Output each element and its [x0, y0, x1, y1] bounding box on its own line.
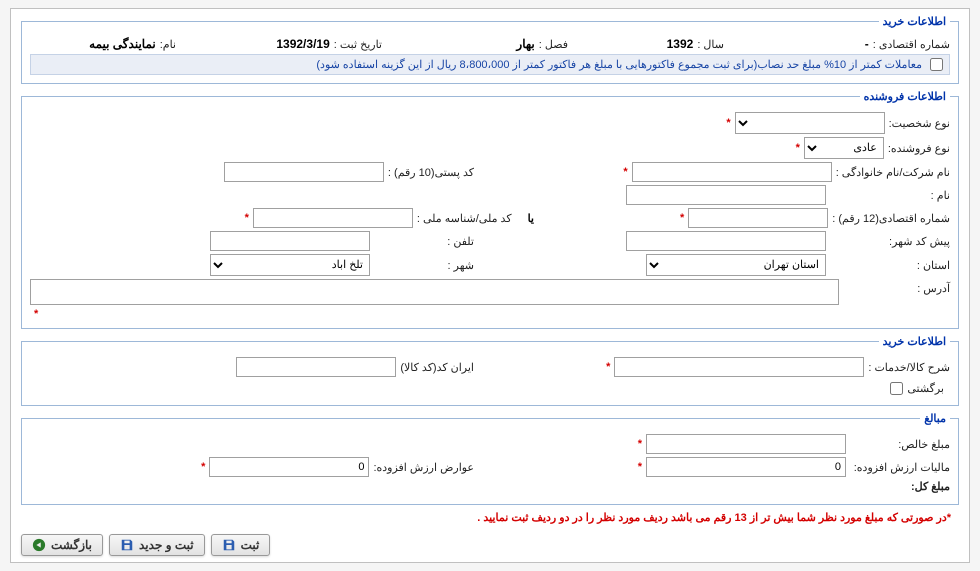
- econ-no-value: -: [865, 37, 869, 51]
- name-label: نام:: [160, 38, 176, 51]
- returned-label: برگشتی: [907, 382, 944, 395]
- goods-desc-input[interactable]: [614, 357, 864, 377]
- first-name-input[interactable]: [626, 185, 826, 205]
- city-select[interactable]: تلخ اباد: [210, 254, 370, 276]
- threshold-hint: معاملات کمتر از 10% مبلغ حد نصاب(برای ثب…: [316, 58, 922, 71]
- goods-desc-label: شرح کالا/خدمات :: [868, 361, 950, 374]
- save-button[interactable]: ثبت: [211, 534, 271, 556]
- first-name-label: نام :: [830, 189, 950, 202]
- national-id-label: کد ملی/شناسه ملی :: [417, 212, 512, 225]
- phone-input[interactable]: [210, 231, 370, 251]
- person-type-label: نوع شخصیت:: [889, 117, 950, 130]
- amounts-section: مبالغ مبلغ خالص: * مالیات ارزش افزوده: *…: [21, 412, 959, 505]
- save-button-label: ثبت: [241, 538, 260, 552]
- year-value: 1392: [667, 37, 694, 51]
- iran-code-input[interactable]: [236, 357, 396, 377]
- required-marker: *: [623, 166, 627, 178]
- province-select[interactable]: استان تهران: [646, 254, 826, 276]
- required-marker: *: [726, 117, 730, 129]
- seller-type-select[interactable]: عادی: [804, 137, 884, 159]
- company-name-input[interactable]: [632, 162, 832, 182]
- econ-code-input[interactable]: [688, 208, 828, 228]
- total-label: مبلغ کل:: [911, 480, 950, 493]
- national-id-input[interactable]: [253, 208, 413, 228]
- toll-label: عوارض ارزش افزوده:: [373, 461, 474, 474]
- purchase-detail-legend: اطلاعات خرید: [879, 335, 950, 348]
- address-label: آدرس :: [845, 279, 950, 295]
- province-label: استان :: [830, 259, 950, 272]
- seller-type-label: نوع فروشنده:: [888, 142, 950, 155]
- save-new-button-label: ثبت و جدید: [139, 538, 194, 552]
- city-prefix-input[interactable]: [626, 231, 826, 251]
- required-marker: *: [638, 438, 642, 450]
- econ-code-label: شماره اقتصادی(12 رقم) :: [832, 212, 950, 225]
- postal-code-label: کد پستی(10 رقم) :: [388, 166, 474, 179]
- season-label: فصل :: [539, 38, 568, 51]
- postal-code-input[interactable]: [224, 162, 384, 182]
- required-marker: *: [606, 361, 610, 373]
- threshold-checkbox[interactable]: [930, 58, 943, 71]
- vat-label: مالیات ارزش افزوده:: [850, 461, 950, 474]
- save-icon: [120, 538, 134, 552]
- purchase-info-legend: اطلاعات خرید: [879, 15, 950, 28]
- econ-no-label: شماره اقتصادی :: [873, 38, 950, 51]
- amounts-legend: مبالغ: [920, 412, 950, 425]
- required-marker: *: [245, 212, 249, 224]
- required-marker: *: [680, 212, 684, 224]
- season-value: بهار: [516, 37, 534, 51]
- seller-info-legend: اطلاعات فروشنده: [860, 90, 950, 103]
- required-marker: *: [34, 308, 38, 320]
- city-label: شهر :: [374, 259, 474, 272]
- city-prefix-label: پیش کد شهر:: [830, 235, 950, 248]
- back-button[interactable]: بازگشت: [21, 534, 103, 556]
- name-value: نمایندگی بیمه: [89, 37, 156, 51]
- warning-text: *در صورتی که مبلغ مورد نظر شما بیش تر از…: [21, 511, 951, 524]
- vat-input[interactable]: [646, 457, 846, 477]
- required-marker: *: [638, 461, 642, 473]
- person-type-select[interactable]: [735, 112, 885, 134]
- required-marker: *: [796, 142, 800, 154]
- company-name-label: نام شرکت/نام خانوادگی :: [836, 166, 950, 179]
- returned-checkbox[interactable]: [890, 382, 903, 395]
- reg-date-label: تاریخ ثبت :: [334, 38, 382, 51]
- or-word: یا: [518, 212, 544, 225]
- net-amount-label: مبلغ خالص:: [850, 438, 950, 451]
- back-icon: [32, 538, 46, 552]
- phone-label: تلفن :: [374, 235, 474, 248]
- back-button-label: بازگشت: [51, 538, 92, 552]
- purchase-detail-section: اطلاعات خرید شرح کالا/خدمات : * ایران کد…: [21, 335, 959, 406]
- address-input[interactable]: [30, 279, 839, 305]
- seller-info-section: اطلاعات فروشنده نوع شخصیت: * نوع فروشنده…: [21, 90, 959, 329]
- required-marker: *: [201, 461, 205, 473]
- iran-code-label: ایران کد(کد کالا): [400, 361, 474, 374]
- reg-date-value: 1392/3/19: [276, 37, 329, 51]
- net-amount-input[interactable]: [646, 434, 846, 454]
- toll-input[interactable]: [209, 457, 369, 477]
- save-icon: [222, 538, 236, 552]
- purchase-info-section: اطلاعات خرید شماره اقتصادی : - سال : 139…: [21, 15, 959, 84]
- save-new-button[interactable]: ثبت و جدید: [109, 534, 205, 556]
- year-label: سال :: [697, 38, 724, 51]
